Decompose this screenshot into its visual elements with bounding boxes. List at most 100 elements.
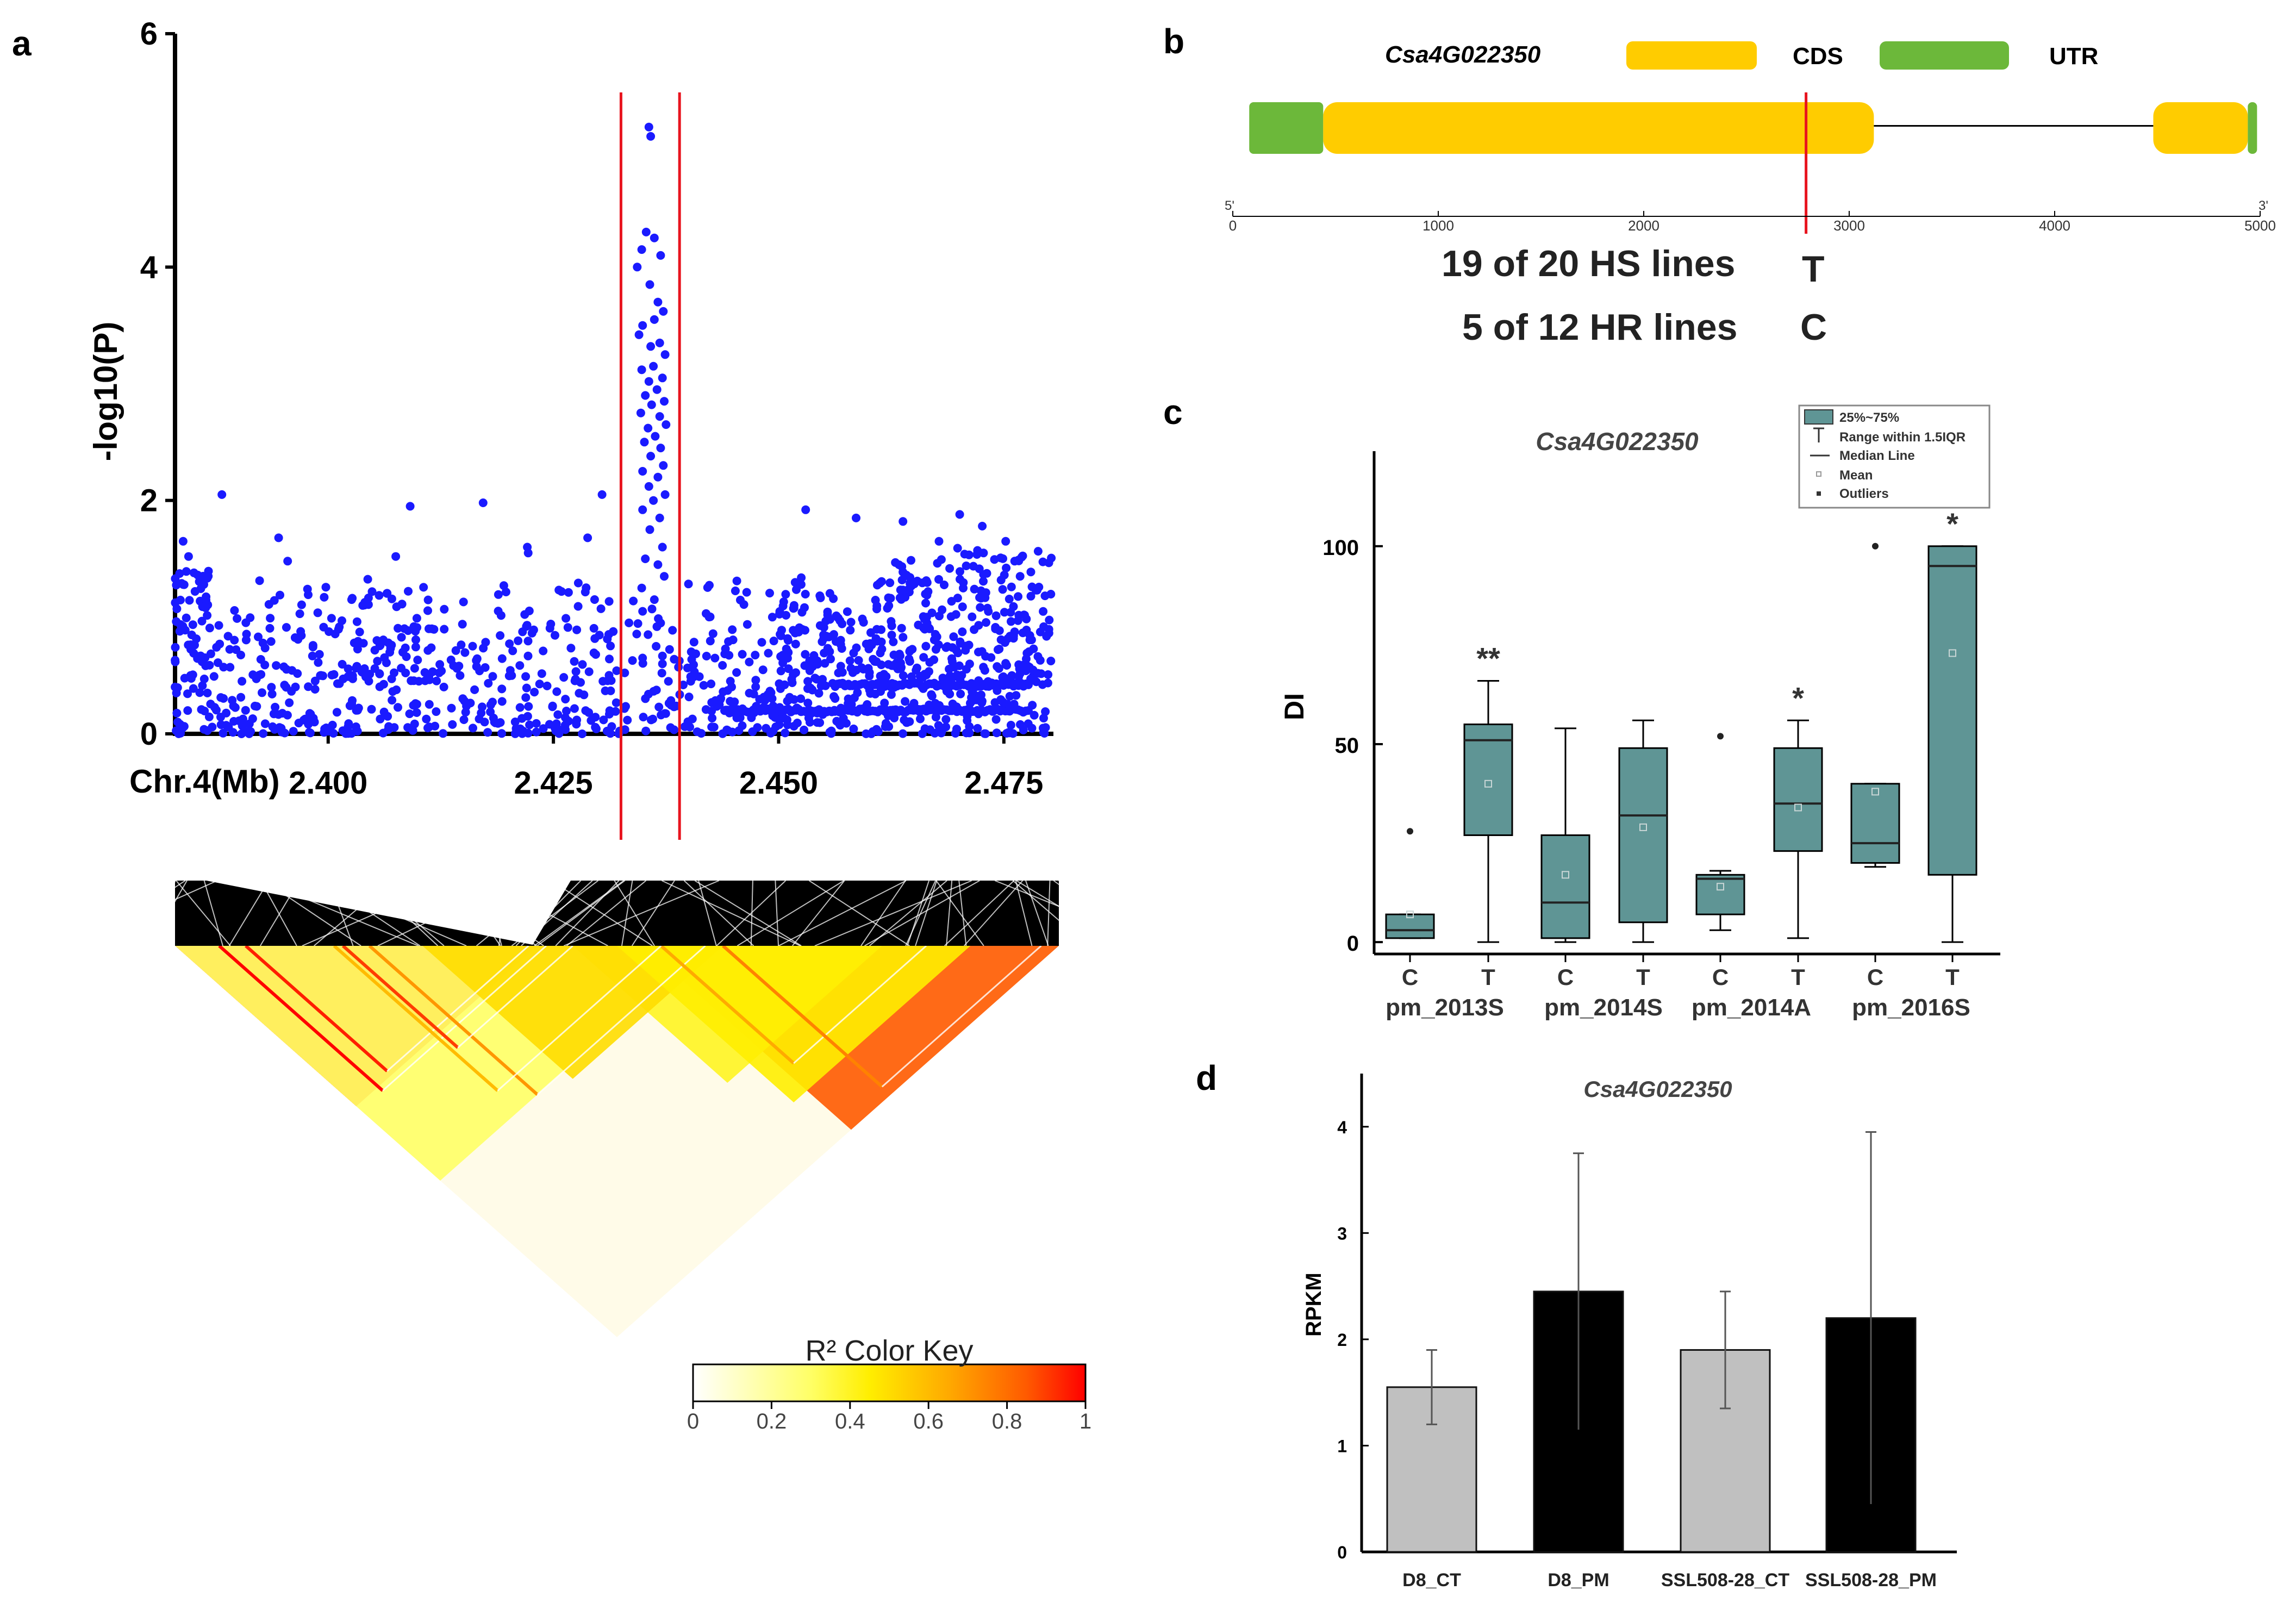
snp-point: [590, 595, 599, 604]
snp-point: [303, 584, 312, 594]
snp-point: [244, 727, 253, 737]
snp-point: [970, 625, 979, 634]
snp-point: [962, 665, 971, 674]
snp-point: [982, 618, 990, 627]
ld-mapping-line: [314, 881, 391, 946]
snp-point: [970, 584, 979, 594]
snp-point: [448, 720, 457, 729]
snp-point: [290, 633, 300, 642]
panel-letter-d: d: [1196, 1058, 1217, 1097]
snp-point: [945, 689, 954, 699]
snp-point: [460, 648, 470, 657]
snp-point: [330, 629, 340, 639]
r2-gradient-bar: [692, 1363, 1087, 1402]
ld-mapping-line: [228, 881, 270, 946]
ld-mapping-line: [946, 881, 953, 946]
boxplot-group-label: pm_2014S: [1544, 994, 1663, 1021]
snp-point: [205, 660, 214, 670]
snp-point: [375, 591, 384, 600]
snp-point: [591, 722, 600, 732]
legend-mean-label: Mean: [1839, 468, 1873, 483]
snp-point: [640, 438, 649, 447]
snp-point: [338, 660, 347, 669]
snp-point: [439, 729, 447, 738]
snp-point: [764, 648, 773, 658]
snp-point: [1004, 595, 1014, 603]
ld-mapping-line: [263, 881, 361, 946]
ld-mapping-line: [260, 881, 297, 946]
snp-point: [908, 645, 917, 654]
snp-point: [1026, 567, 1035, 577]
snp-point: [505, 639, 514, 648]
snp-point: [653, 297, 663, 307]
snp-point: [199, 725, 209, 734]
snp-point: [1009, 634, 1018, 643]
snp-point: [305, 728, 315, 738]
gene-utr: [1249, 102, 1324, 154]
snp-point: [172, 581, 181, 590]
snp-point: [265, 623, 274, 633]
snp-point: [195, 688, 204, 697]
snp-point: [959, 578, 968, 587]
snp-point: [517, 714, 527, 723]
snp-point: [899, 517, 908, 526]
snp-point: [204, 712, 214, 721]
snp-point: [842, 719, 851, 728]
snp-point: [1015, 664, 1024, 673]
snp-point: [907, 582, 916, 591]
snp-point: [625, 618, 634, 627]
ld-band-line: [218, 946, 384, 1092]
snp-point: [214, 621, 223, 630]
manhattan-y-tick-label: 4: [140, 250, 158, 285]
snp-point: [1033, 669, 1043, 678]
snp-point: [926, 725, 935, 734]
snp-point: [689, 638, 698, 647]
box-mean: [1639, 823, 1647, 831]
snp-point: [308, 641, 317, 650]
snp-point: [705, 581, 714, 590]
snp-point: [216, 720, 226, 729]
snp-point: [653, 560, 663, 569]
snp-point: [724, 637, 733, 646]
manhattan-y-tick-label: 2: [140, 483, 158, 519]
snp-point: [223, 632, 233, 641]
snp-point: [212, 706, 221, 715]
snp-point: [347, 729, 356, 738]
snp-point: [457, 640, 466, 650]
snp-point: [680, 722, 689, 731]
snp-point: [947, 654, 956, 663]
snp-point: [644, 377, 653, 386]
boxplot-y-tick-label: 0: [1347, 932, 1359, 956]
snp-point: [270, 596, 279, 605]
snp-point: [784, 648, 793, 657]
snp-point: [172, 617, 181, 626]
snp-point: [352, 662, 361, 671]
snp-point: [1001, 659, 1010, 668]
snp-point: [429, 625, 439, 634]
snp-point: [899, 671, 908, 680]
snp-point: [419, 583, 428, 592]
snp-point: [947, 597, 956, 606]
ld-band-line: [881, 946, 1042, 1088]
snp-point: [590, 634, 600, 643]
snp-point: [1024, 680, 1033, 689]
snp-point: [843, 607, 852, 616]
snp-point: [801, 650, 810, 659]
snp-point: [561, 614, 571, 623]
snp-point: [230, 606, 239, 615]
snp-point: [575, 689, 584, 698]
snp-point: [946, 612, 956, 621]
snp-point: [329, 670, 339, 679]
snp-point: [805, 666, 814, 675]
manhattan-y-tick-label: 0: [140, 716, 158, 752]
snp-point: [510, 718, 520, 726]
snp-point: [578, 729, 587, 738]
snp-point: [880, 699, 889, 708]
boxplot-x-tick-label: C: [1557, 964, 1574, 990]
ld-mapping-line: [367, 881, 445, 946]
snp-point: [633, 263, 642, 272]
snp-point: [508, 646, 517, 656]
snp-point: [172, 688, 181, 697]
box-iqr: [1463, 724, 1513, 836]
